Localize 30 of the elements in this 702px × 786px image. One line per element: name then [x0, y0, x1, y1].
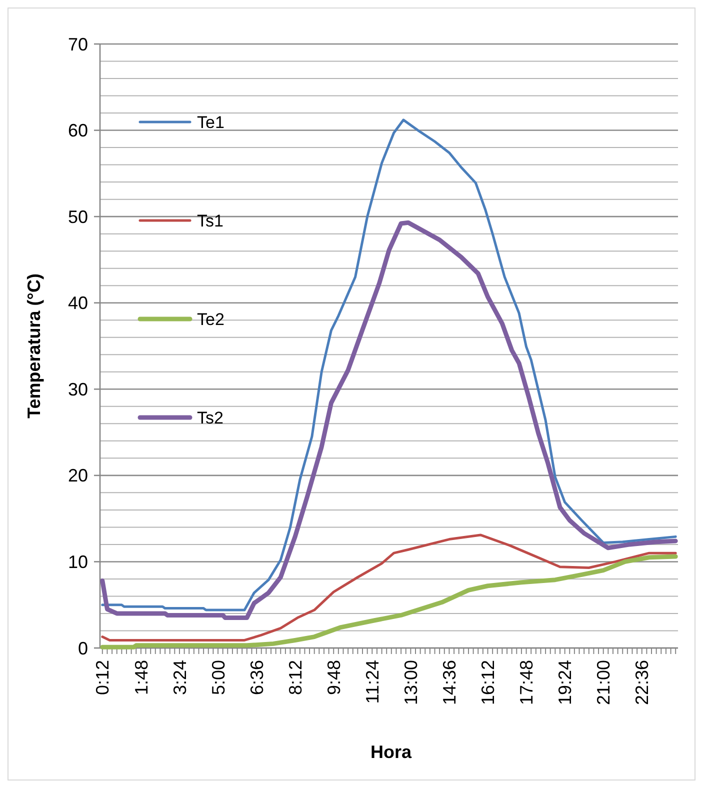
- x-tick-label: 16:12: [478, 660, 498, 706]
- x-axis-title: Hora: [370, 742, 412, 762]
- x-tick-label: 22:36: [632, 660, 652, 706]
- y-tick-label: 50: [68, 206, 88, 227]
- x-tick-label: 1:48: [131, 660, 152, 696]
- y-axis-title: Temperatura (°C): [24, 274, 44, 418]
- x-tick-label: 21:00: [594, 660, 614, 706]
- y-tick-label: 40: [68, 293, 88, 314]
- legend-label: Ts1: [197, 211, 224, 230]
- x-tick-label: 14:36: [440, 660, 460, 706]
- x-tick-label: 13:00: [400, 660, 421, 706]
- x-tick-label: 11:24: [362, 660, 382, 704]
- x-tick-label: 0:12: [92, 660, 113, 696]
- x-tick-label: 5:00: [208, 660, 228, 696]
- y-tick-label: 60: [68, 120, 88, 141]
- y-tick-label: 70: [68, 34, 88, 54]
- y-tick-label: 20: [68, 466, 88, 486]
- x-tick-label: 17:48: [516, 660, 537, 706]
- legend-label: Te1: [197, 112, 224, 132]
- y-tick-label: 30: [68, 379, 88, 400]
- legend-label: Ts2: [197, 408, 224, 428]
- x-tick-label: 19:24: [555, 660, 576, 706]
- x-tick-label: 9:48: [324, 660, 344, 696]
- legend-label: Te2: [197, 310, 224, 329]
- x-tick-label: 3:24: [170, 660, 190, 696]
- x-tick-label: 8:12: [285, 660, 306, 696]
- y-tick-label: 10: [68, 552, 88, 572]
- x-tick-label: 6:36: [246, 660, 267, 696]
- y-tick-label: 0: [78, 638, 88, 658]
- line-series: [101, 534, 677, 642]
